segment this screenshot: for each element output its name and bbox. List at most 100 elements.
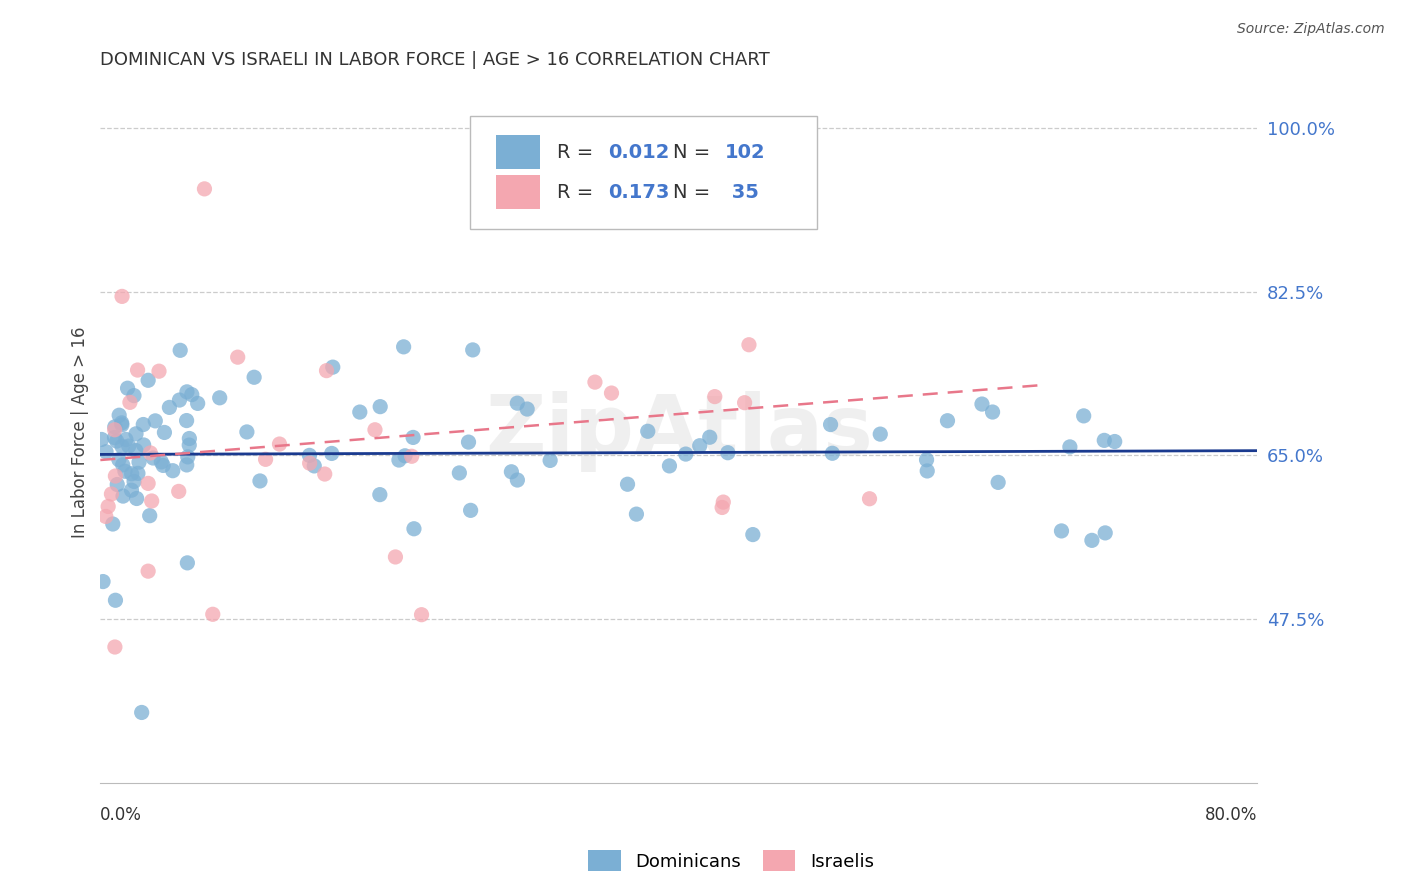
- Point: [114, 464, 136, 478]
- Text: R =: R =: [557, 183, 600, 202]
- Point: [461, 343, 484, 357]
- Point: [103, 431, 125, 445]
- Point: [177, 450, 200, 464]
- Point: [193, 182, 215, 196]
- Point: [208, 391, 231, 405]
- Point: [411, 607, 433, 622]
- Point: [349, 405, 371, 419]
- Point: [136, 564, 159, 578]
- Point: [122, 389, 145, 403]
- Point: [869, 427, 891, 442]
- Point: [506, 396, 529, 410]
- Point: [858, 491, 880, 506]
- Point: [127, 467, 149, 481]
- Point: [626, 507, 648, 521]
- Point: [105, 477, 128, 491]
- Point: [169, 392, 191, 407]
- Point: [711, 495, 734, 509]
- Point: [179, 432, 201, 446]
- Point: [148, 364, 170, 378]
- Point: [125, 491, 148, 506]
- Point: [936, 414, 959, 428]
- Point: [402, 522, 425, 536]
- Text: 35: 35: [725, 183, 759, 202]
- Text: Source: ZipAtlas.com: Source: ZipAtlas.com: [1237, 22, 1385, 37]
- Point: [157, 401, 180, 415]
- Point: [90, 433, 112, 447]
- Point: [236, 425, 259, 439]
- Point: [388, 453, 411, 467]
- Point: [304, 458, 326, 473]
- Point: [141, 494, 163, 508]
- Point: [1094, 525, 1116, 540]
- Point: [538, 453, 561, 467]
- Point: [176, 458, 198, 472]
- Text: 102: 102: [725, 143, 766, 161]
- Point: [176, 413, 198, 427]
- Point: [394, 449, 416, 463]
- Point: [101, 516, 124, 531]
- Text: R =: R =: [557, 143, 600, 161]
- Point: [738, 337, 761, 351]
- Point: [457, 435, 479, 450]
- Point: [501, 465, 523, 479]
- Point: [94, 509, 117, 524]
- Point: [915, 452, 938, 467]
- Point: [1081, 533, 1104, 548]
- Point: [269, 437, 291, 451]
- Point: [136, 476, 159, 491]
- Point: [97, 500, 120, 514]
- Point: [821, 446, 844, 460]
- Point: [734, 395, 756, 409]
- Point: [118, 439, 141, 453]
- Point: [987, 475, 1010, 490]
- Point: [637, 424, 659, 438]
- Point: [970, 397, 993, 411]
- Point: [364, 423, 387, 437]
- Point: [689, 439, 711, 453]
- Point: [132, 438, 155, 452]
- Point: [111, 289, 134, 303]
- Point: [139, 446, 162, 460]
- Point: [226, 350, 249, 364]
- Text: 0.0%: 0.0%: [100, 806, 142, 824]
- Point: [616, 477, 638, 491]
- Point: [121, 467, 143, 481]
- Point: [322, 360, 344, 375]
- Point: [703, 390, 725, 404]
- Point: [111, 458, 134, 472]
- Point: [516, 402, 538, 417]
- Text: ZipAtlas: ZipAtlas: [485, 392, 873, 473]
- Point: [131, 706, 153, 720]
- Point: [104, 423, 127, 437]
- Point: [368, 488, 391, 502]
- Point: [176, 556, 198, 570]
- Point: [153, 425, 176, 440]
- Point: [121, 483, 143, 498]
- Point: [392, 340, 415, 354]
- Point: [127, 363, 149, 377]
- Point: [699, 430, 721, 444]
- Legend: Dominicans, Israelis: Dominicans, Israelis: [581, 843, 882, 879]
- Point: [104, 420, 127, 434]
- Point: [298, 449, 321, 463]
- Point: [162, 464, 184, 478]
- Point: [401, 450, 423, 464]
- Point: [981, 405, 1004, 419]
- Y-axis label: In Labor Force | Age > 16: In Labor Force | Age > 16: [72, 326, 89, 538]
- Point: [583, 375, 606, 389]
- Point: [658, 458, 681, 473]
- Point: [104, 593, 127, 607]
- Point: [176, 384, 198, 399]
- Text: 80.0%: 80.0%: [1205, 806, 1257, 824]
- Point: [180, 387, 202, 401]
- Point: [179, 438, 201, 452]
- Point: [138, 508, 160, 523]
- Point: [1059, 440, 1081, 454]
- Point: [122, 475, 145, 489]
- Point: [1092, 434, 1115, 448]
- Point: [187, 396, 209, 410]
- Point: [1104, 434, 1126, 449]
- Point: [152, 458, 174, 473]
- Point: [820, 417, 842, 432]
